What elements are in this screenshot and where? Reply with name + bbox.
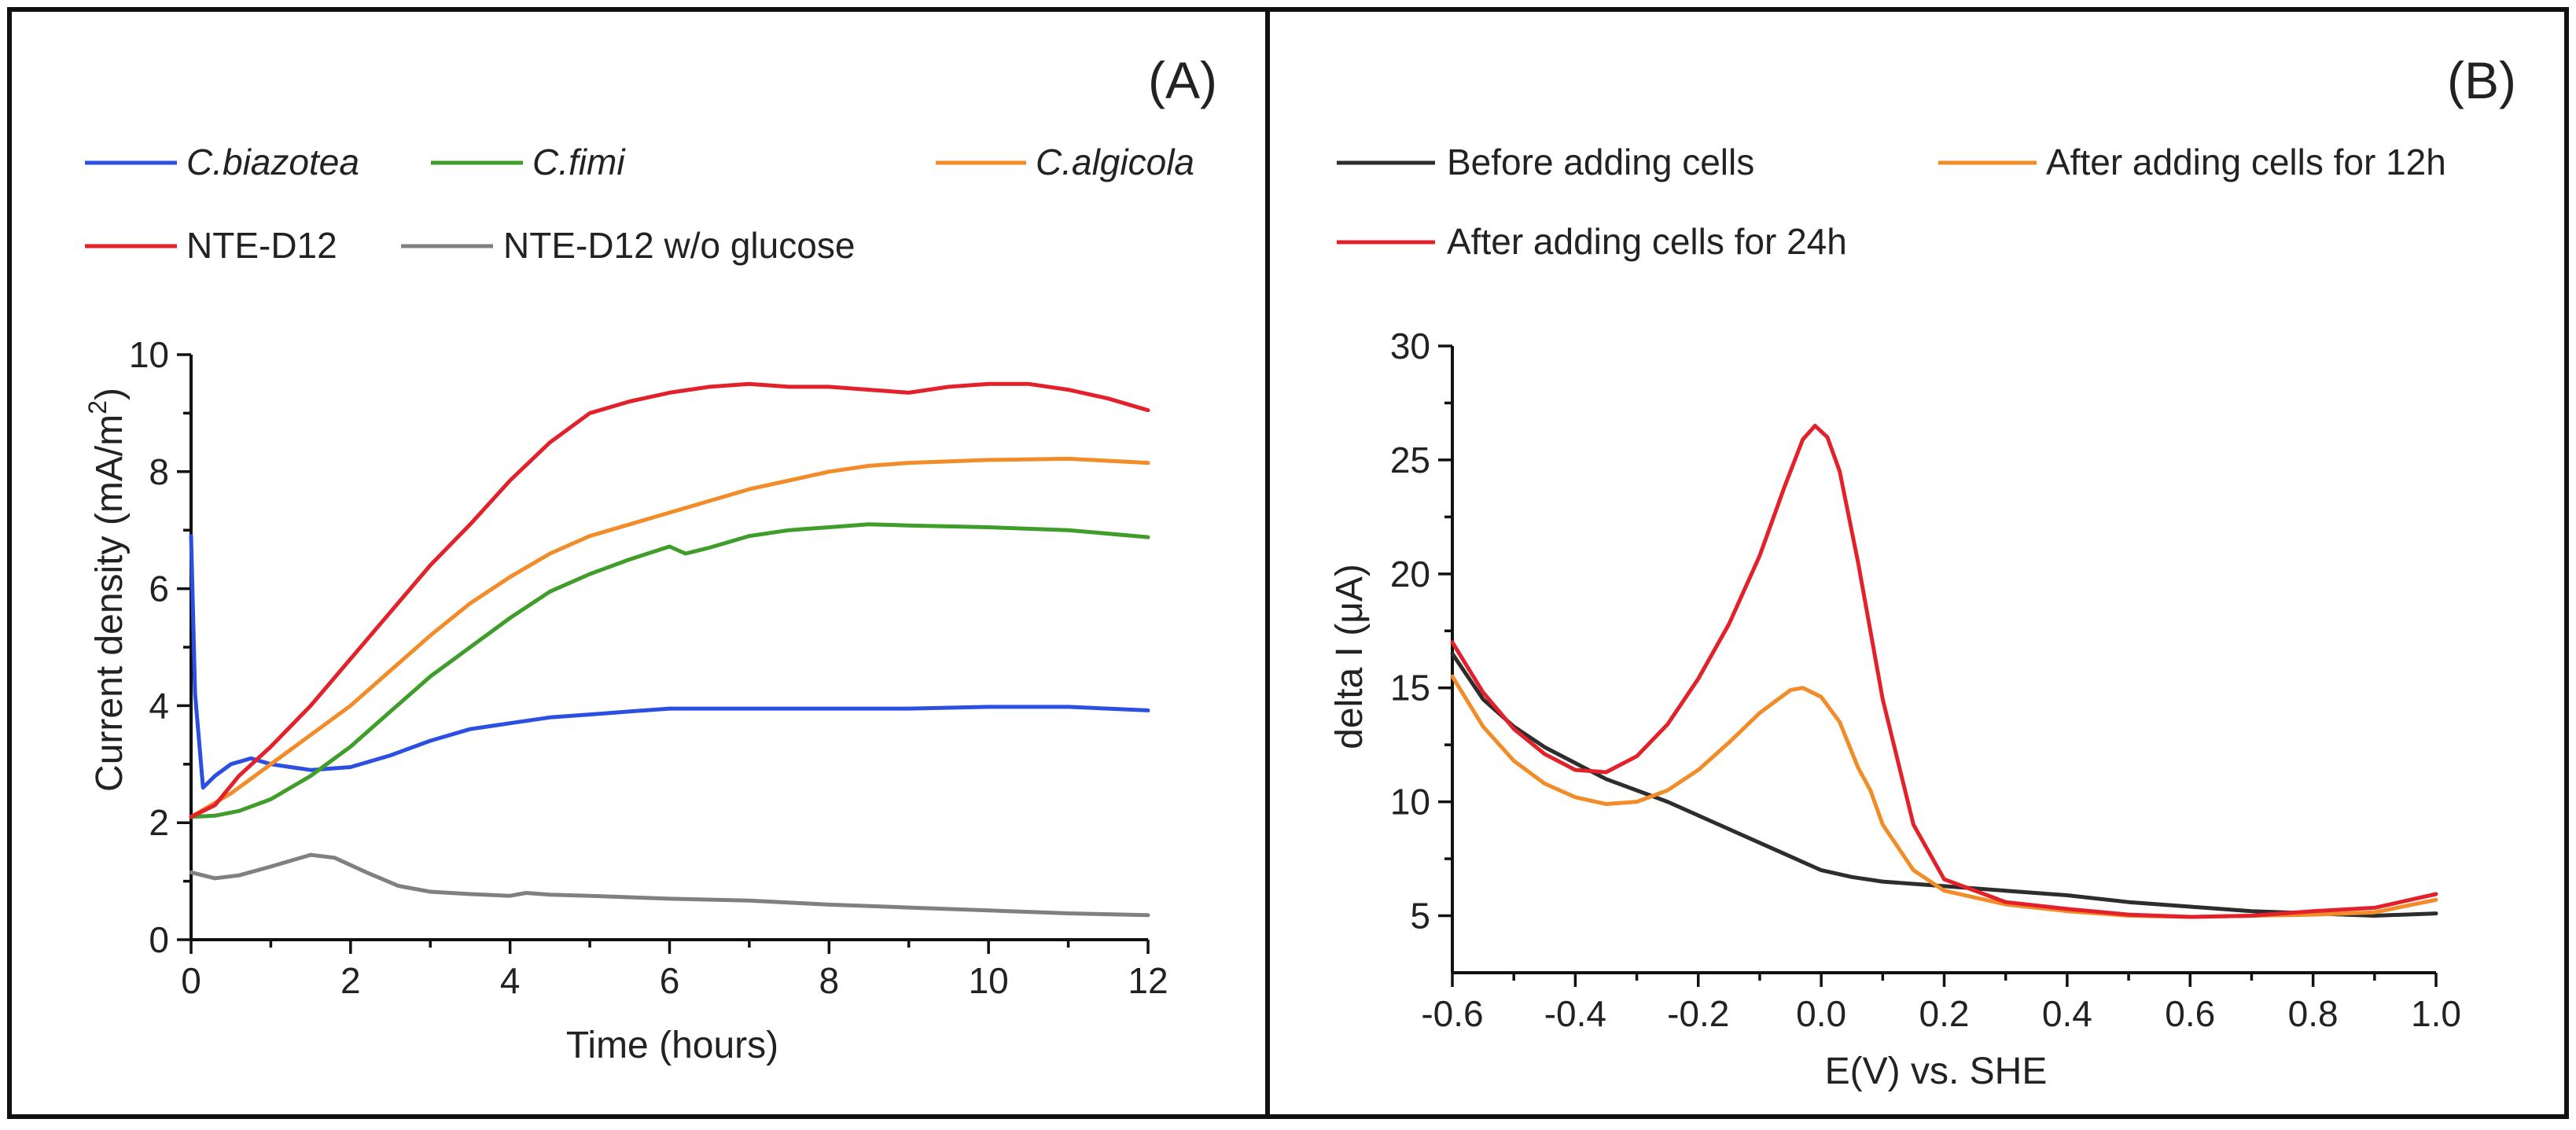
panel-a-y-tick-label: 8 xyxy=(149,451,169,492)
series-line-nte-d12 xyxy=(189,381,1150,819)
panel-b-y-tick-label: 20 xyxy=(1390,554,1430,594)
legend-label-c-algicola: C.algicola xyxy=(1036,142,1194,182)
panel-a-x-tick-label: 6 xyxy=(660,960,680,1001)
panel-a-x-tick-label: 4 xyxy=(500,960,521,1001)
panel-b-x-tick-label: 1.0 xyxy=(2411,993,2461,1034)
panel-b-plot: -0.6 -0.4 -0.2 0.0 0.2 0.4 0.6 0.8 1.0 5 10 15 20 25 3… xyxy=(1390,326,2461,1034)
panel-b-x-tick-label: 0.4 xyxy=(2042,993,2092,1034)
panel-b-x-tick-label: -0.4 xyxy=(1544,993,1606,1034)
panel-b-frame xyxy=(1265,7,2569,1119)
panel-b-y-axis-title: delta I (μA) xyxy=(1329,564,1371,749)
panel-a-y-axis-title-sup: 2 xyxy=(83,400,112,414)
legend-label-after-24h: After adding cells for 24h xyxy=(1447,221,1847,262)
panel-a-x-tick-label: 2 xyxy=(340,960,361,1001)
panel-a-y-axis-title-end: ) xyxy=(89,388,131,400)
panel-b-x-tick-label: 0.0 xyxy=(1796,993,1846,1034)
panel-b-x-tick-label: 0.8 xyxy=(2288,993,2339,1034)
panel-b-y-tick-label: 5 xyxy=(1410,896,1430,937)
panel-b-label: (B) xyxy=(2447,51,2516,109)
series-line-c-biazotea xyxy=(189,534,1150,790)
panel-a-y-tick-label: 2 xyxy=(149,802,169,843)
panel-b-x-tick-label: -0.6 xyxy=(1421,993,1483,1034)
panel-a-x-tick-label: 0 xyxy=(181,960,201,1001)
panel-a-x-tick-label: 10 xyxy=(969,960,1009,1001)
legend-label-before-adding-cells: Before adding cells xyxy=(1447,142,1754,182)
legend-label-nte-d12-no-glucose: NTE-D12 w/o glucose xyxy=(503,225,855,266)
series-line-after-adding-cells-for-24h xyxy=(1450,423,2438,919)
panel-a-y-tick-label: 10 xyxy=(129,334,169,375)
panel-b-x-tick-label: -0.2 xyxy=(1667,993,1729,1034)
panel-b-legend: Before adding cells After adding cells f… xyxy=(1337,142,2446,262)
panel-b-y-tick-label: 30 xyxy=(1390,326,1430,366)
panel-a-plot: 0 2 4 6 8 10 12 0 2 4 6 8 10 xyxy=(129,334,1168,1001)
panel-a-y-axis-title: Current density (mA/m2) xyxy=(83,388,131,792)
series-line-c-algicola xyxy=(189,456,1150,819)
series-line-nte-d12-w-o-glucose xyxy=(189,852,1150,918)
panel-b-x-tick-label: 0.6 xyxy=(2165,993,2215,1034)
panel-a-legend: C.biazotea C.fimi C.algicola NTE-D12 NTE… xyxy=(85,142,1194,266)
panel-b-x-axis-title: E(V) vs. SHE xyxy=(1825,1051,2048,1092)
panel-b-y-tick-label: 25 xyxy=(1390,440,1430,480)
panel-a-y-axis-title-main: Current density (mA/m xyxy=(89,414,131,792)
legend-label-c-fimi: C.fimi xyxy=(532,142,626,182)
panel-a-x-tick-label: 8 xyxy=(819,960,840,1001)
series-line-c-fimi xyxy=(189,522,1150,819)
panel-a-y-tick-label: 6 xyxy=(149,569,169,609)
series-line-before-adding-cells xyxy=(1450,651,2438,918)
legend-label-after-12h: After adding cells for 12h xyxy=(2046,142,2446,182)
panel-b-x-tick-label: 0.2 xyxy=(1919,993,1970,1034)
panel-a-x-axis-title: Time (hours) xyxy=(566,1025,778,1066)
panel-b-y-tick-label: 15 xyxy=(1390,668,1430,709)
legend-label-nte-d12: NTE-D12 xyxy=(186,225,337,266)
legend-label-c-biazotea: C.biazotea xyxy=(186,142,359,182)
panel-b-y-tick-label: 10 xyxy=(1390,782,1430,823)
panel-a-x-tick-label: 12 xyxy=(1128,960,1168,1001)
panel-a-label: (A) xyxy=(1148,51,1217,109)
panel-a-y-tick-label: 4 xyxy=(149,685,169,726)
panel-a-y-tick-label: 0 xyxy=(149,919,169,960)
